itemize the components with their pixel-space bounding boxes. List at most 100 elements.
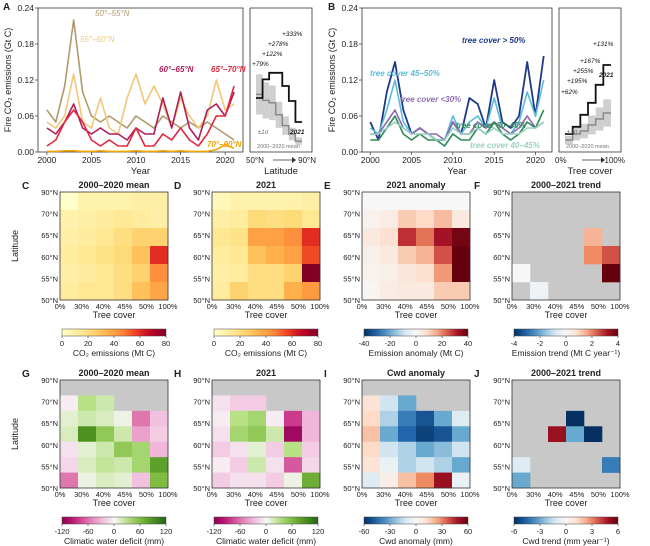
y-tick-label: 0.06 (341, 111, 358, 121)
colorbar-tick-label: 30 (438, 527, 446, 536)
panel-J (511, 379, 621, 526)
year-label: 2021 (289, 129, 305, 136)
heatmap-cell (362, 441, 381, 458)
heatmap-cell (132, 264, 151, 283)
x-tick-label: 50% (591, 302, 606, 311)
heatmap-cell (150, 282, 169, 301)
x-tick-label: 30% (226, 302, 241, 311)
heatmap-cell (60, 395, 79, 412)
heatmap-cell (512, 457, 531, 473)
y-tick-label: 65°N (41, 419, 58, 428)
heatmap-cell (398, 410, 417, 427)
x-tick-label: 2000 (37, 155, 56, 165)
heatmap-cell (114, 264, 133, 283)
heatmap-cell (132, 210, 151, 229)
heatmap-cell (284, 472, 303, 489)
y-tick-label: 60°N (41, 441, 58, 450)
y-tick-label: 65°N (343, 419, 360, 428)
colorbar-tick-label: 0 (564, 339, 568, 348)
inset-x-tick: 100% (605, 156, 625, 165)
colorbar-label: CO₂ emissions (Mt C) (73, 348, 155, 358)
heatmap-cell (78, 246, 97, 265)
heatmap-cell (230, 441, 249, 458)
colorbar-tick-label: -6 (511, 527, 518, 536)
colorbar-tick-label: 40 (464, 339, 472, 348)
x-tick-label: 45% (569, 490, 584, 499)
series-label: tree cover <30% (400, 95, 461, 104)
heatmap-cell (96, 441, 115, 458)
heatmap-cell (434, 426, 453, 443)
arrow-head (292, 157, 296, 163)
heatmap-cell (230, 472, 249, 489)
heatmap-cell (398, 264, 417, 283)
y-tick-label: 90°N (193, 376, 210, 385)
heatmap-cell (230, 410, 249, 427)
x-tick-label: 100% (310, 302, 330, 311)
x-axis-label: Tree cover (93, 498, 136, 508)
series-line (46, 85, 235, 147)
series-line (370, 121, 545, 141)
y-tick-label: 70°N (343, 210, 360, 219)
heatmap-cell (434, 282, 453, 301)
x-tick-label: 45% (419, 302, 434, 311)
heatmap-cell (212, 441, 231, 458)
colorbar (363, 516, 469, 525)
heatmap-cell (114, 282, 133, 301)
heatmap-cell (284, 246, 303, 265)
panel-F (511, 191, 621, 338)
heatmap-cell (584, 426, 603, 443)
series-label: tree cover > 50% (462, 36, 525, 45)
heatmap-cell (78, 264, 97, 283)
series-line (369, 79, 545, 141)
inset-x-tick: 50°N (246, 156, 264, 165)
x-tick-label: 100% (310, 490, 330, 499)
colorbar-tick-label: 40 (110, 339, 118, 348)
panel-title: 2021 (256, 180, 276, 190)
heatmap-cell (380, 210, 399, 229)
y-tick-label: 90°N (493, 188, 510, 197)
heatmap-cell (380, 426, 399, 443)
heatmap-cell (416, 192, 435, 211)
heatmap-cell (362, 410, 381, 427)
heatmap-cell (96, 192, 115, 211)
y-tick-label: 60°N (193, 441, 210, 450)
x-tick-label: 30% (74, 490, 89, 499)
heatmap-cell (96, 410, 115, 427)
colorbar-tick-label: 40 (262, 339, 270, 348)
colorbar-label: Cwd trend (mm year⁻¹) (522, 536, 609, 546)
y-tick-label: 50°N (493, 484, 510, 493)
heatmap-cell (416, 410, 435, 427)
heatmap-cell (452, 228, 471, 247)
heatmap-cell (78, 472, 97, 489)
series-line (46, 144, 235, 153)
colorbar-tick-label: 0 (414, 339, 418, 348)
y-tick-label: 90°N (343, 376, 360, 385)
series-label: 55°–60°N (80, 35, 115, 44)
y-tick-label: 90°N (493, 376, 510, 385)
heatmap-cell (380, 457, 399, 473)
y-tick-label: 70°N (493, 210, 510, 219)
colorbar-label: Climatic water deficit (mm) (216, 536, 316, 546)
heatmap-cell (132, 410, 151, 427)
heatmap-cell (212, 395, 231, 412)
colorbar-tick-label: 120 (312, 527, 325, 536)
heatmap-cell (452, 441, 471, 458)
heatmap-cell (512, 264, 531, 283)
heatmap-cell (266, 228, 285, 247)
pct-label: +62% (561, 89, 578, 96)
heatmap-cell (96, 457, 115, 473)
y-tick-label: 0.06 (17, 111, 34, 121)
heatmap-cell (362, 246, 381, 265)
x-axis-label: Year (447, 166, 466, 177)
inset-x-label: Latitude (264, 166, 298, 177)
colorbar (363, 328, 469, 337)
heatmap-cell (114, 457, 133, 473)
inset-B-inset (558, 7, 622, 163)
heatmap-frame (511, 191, 621, 301)
colorbar-tick-label: 60 (464, 527, 472, 536)
x-tick-label: 30% (74, 302, 89, 311)
inset-x-tick: 0% (555, 156, 567, 165)
x-tick-label: 0% (55, 490, 66, 499)
heatmap-cell (362, 264, 381, 283)
y-tick-label: 50°N (193, 484, 210, 493)
